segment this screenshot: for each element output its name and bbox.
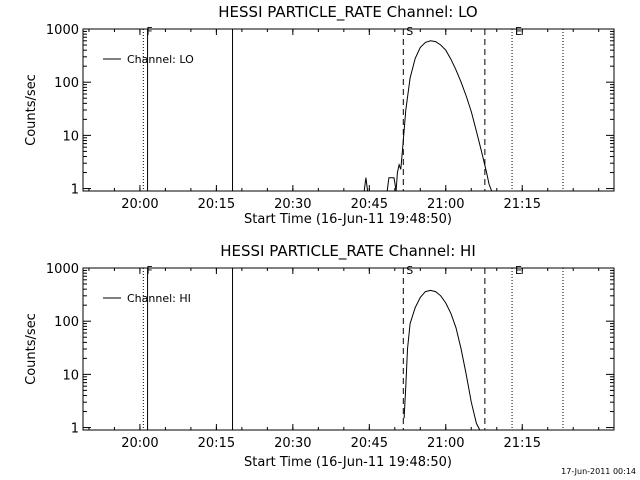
legend-label: Channel: LO	[127, 53, 194, 66]
x-tick-label: 20:45	[351, 197, 388, 212]
x-tick-label: 21:15	[504, 197, 541, 212]
y-tick-label: 100	[54, 76, 79, 91]
event-marker-label: E	[515, 25, 522, 38]
x-tick-label: 21:00	[427, 436, 464, 451]
timestamp-stamp: 17-Jun-2011 00:14	[561, 467, 636, 476]
x-tick-label: 21:00	[427, 197, 464, 212]
x-tick-label: 20:30	[274, 197, 311, 212]
y-tick-label: 1000	[46, 262, 79, 277]
series-line	[403, 289, 481, 431]
y-tick-label: 10	[62, 368, 79, 383]
x-tick-label: 20:30	[274, 436, 311, 451]
x-tick-label: 20:00	[121, 436, 158, 451]
x-tick-label: 20:45	[351, 436, 388, 451]
x-tick-label: 21:15	[504, 436, 541, 451]
y-tick-label: 100	[54, 315, 79, 330]
hi-channel-panel: HESSI PARTICLE_RATE Channel: HI Start Ti…	[24, 242, 615, 470]
x-axis-label: Start Time (16-Jun-11 19:48:50)	[244, 212, 452, 227]
event-marker-label: F	[146, 25, 152, 38]
y-tick-label: 1000	[46, 23, 79, 38]
chart-title: HESSI PARTICLE_RATE Channel: HI	[220, 242, 476, 261]
event-marker-label: S	[406, 25, 413, 38]
y-axis-label: Counts/sec	[24, 313, 39, 385]
x-tick-label: 20:15	[198, 436, 235, 451]
y-tick-label: 1	[71, 183, 79, 198]
legend-label: Channel: HI	[127, 292, 191, 305]
x-axis-label: Start Time (16-Jun-11 19:48:50)	[244, 455, 452, 470]
x-tick-label: 20:00	[121, 197, 158, 212]
x-tick-label: 20:15	[198, 197, 235, 212]
lo-channel-panel: HESSI PARTICLE_RATE Channel: LO Start Ti…	[24, 3, 615, 227]
y-tick-label: 10	[62, 129, 79, 144]
series-line	[363, 40, 495, 192]
y-tick-label: 1	[71, 422, 79, 437]
event-marker-label: S	[406, 264, 413, 277]
event-marker-label: E	[515, 264, 522, 277]
chart-title: HESSI PARTICLE_RATE Channel: LO	[218, 3, 477, 22]
event-marker-label: F	[146, 264, 152, 277]
y-axis-label: Counts/sec	[24, 74, 39, 146]
